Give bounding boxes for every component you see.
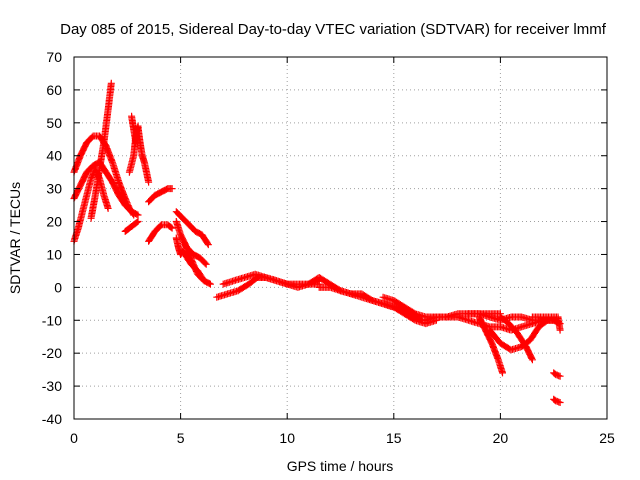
y-tick-label: 0 — [54, 279, 62, 295]
y-tick-label: 70 — [46, 49, 62, 65]
x-tick-label: 0 — [70, 430, 78, 446]
data-point-track — [550, 395, 564, 406]
y-tick-label: -40 — [42, 411, 62, 427]
y-tick-label: 60 — [46, 82, 62, 98]
data-point-track — [87, 79, 115, 222]
data-point-track — [145, 185, 176, 206]
y-tick-label: -30 — [42, 378, 62, 394]
y-tick-label: 20 — [46, 214, 62, 230]
data-point-track — [121, 218, 142, 235]
x-axis-label: GPS time / hours — [287, 458, 394, 474]
data-point-track — [528, 313, 564, 334]
data-point-track — [145, 221, 176, 245]
data-point-track — [475, 313, 506, 377]
data-point-track — [128, 112, 140, 147]
data-point-track — [496, 313, 536, 364]
axis-ticks: 0 5 10 15 20 25 -40 -30 -20 -10 0 10 20 30 40 50 60 70 — [42, 49, 615, 446]
chart-title: Day 085 of 2015, Sidereal Day-to-day VTE… — [60, 21, 607, 38]
x-tick-label: 10 — [279, 430, 295, 446]
data-point-track — [172, 208, 212, 249]
x-tick-label: 5 — [177, 430, 185, 446]
x-tick-label: 15 — [386, 430, 402, 446]
y-axis-label: SDTVAR / TECUs — [7, 182, 23, 294]
y-tick-label: 30 — [46, 181, 62, 197]
data-point-track — [550, 369, 564, 380]
x-tick-label: 25 — [599, 430, 615, 446]
y-tick-label: 50 — [46, 115, 62, 131]
y-tick-label: -20 — [42, 345, 62, 361]
x-tick-label: 20 — [493, 430, 509, 446]
y-tick-label: -10 — [42, 312, 62, 328]
plot-frame — [73, 56, 608, 420]
y-tick-label: 40 — [46, 148, 62, 164]
y-tick-label: 10 — [46, 246, 62, 262]
data-point-track — [181, 241, 214, 288]
